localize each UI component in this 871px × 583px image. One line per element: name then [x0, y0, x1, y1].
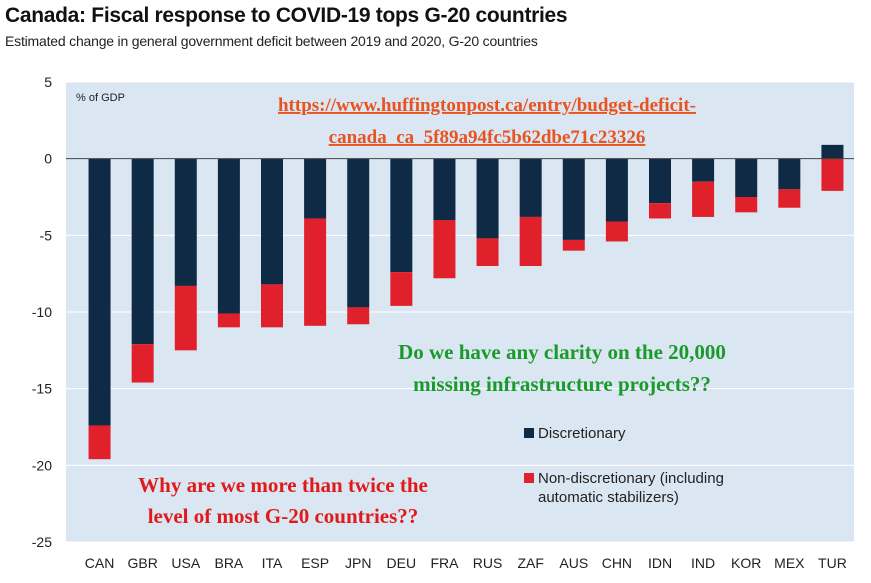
bar-ita-non-discretionary	[261, 284, 283, 328]
bar-aus-non-discretionary	[562, 239, 585, 251]
x-tick-label: FRA	[430, 555, 459, 571]
bar-aus-discretionary	[562, 158, 585, 240]
chart-title: Canada: Fiscal response to COVID-19 tops…	[5, 4, 568, 27]
bar-can-non-discretionary	[88, 425, 111, 460]
y-tick-label: 5	[44, 74, 52, 90]
bar-esp-non-discretionary	[304, 218, 327, 326]
bar-idn-discretionary	[649, 158, 671, 204]
bar-gbr-discretionary	[131, 158, 154, 345]
bar-idn-non-discretionary	[649, 203, 671, 219]
bar-gbr-non-discretionary	[131, 344, 154, 383]
bar-usa-non-discretionary	[174, 285, 197, 351]
x-tick-label: AUS	[559, 555, 588, 571]
x-tick-label: BRA	[214, 555, 243, 571]
bar-ind-discretionary	[692, 158, 715, 182]
bar-usa-discretionary	[174, 158, 197, 286]
bar-rus-non-discretionary	[476, 238, 499, 266]
legend-label-non-discretionary-1: Non-discretionary (including	[538, 470, 724, 487]
x-tick-label: DEU	[387, 555, 417, 571]
y-tick-label: -20	[32, 457, 52, 473]
source-url-line-2[interactable]: canada_ca_5f89a94fc5b62dbe71c23326	[329, 127, 646, 148]
annotation-infrastructure-1: Do we have any clarity on the 20,000	[398, 340, 726, 364]
legend-swatch-discretionary	[524, 428, 534, 438]
x-tick-label: ITA	[262, 555, 283, 571]
bars	[88, 144, 844, 460]
gridlines	[66, 81, 854, 543]
y-tick-label: -15	[32, 381, 52, 397]
bar-fra-discretionary	[433, 158, 456, 220]
bar-deu-discretionary	[390, 158, 413, 273]
bar-zaf-non-discretionary	[519, 216, 542, 266]
x-tick-label: JPN	[345, 555, 371, 571]
bar-chn-discretionary	[605, 158, 628, 222]
bar-tur-discretionary	[821, 144, 844, 159]
x-tick-label: CHN	[602, 555, 632, 571]
x-tick-label: IDN	[648, 555, 672, 571]
y-tick-label: -10	[32, 304, 52, 320]
bar-ind-non-discretionary	[692, 181, 715, 217]
source-url-line-1[interactable]: https://www.huffingtonpost.ca/entry/budg…	[278, 95, 696, 116]
x-tick-label: RUS	[473, 555, 503, 571]
legend: Discretionary Non-discretionary (includi…	[524, 425, 724, 506]
bar-fra-non-discretionary	[433, 220, 456, 279]
bar-can-discretionary	[88, 158, 111, 426]
bar-mex-non-discretionary	[778, 189, 801, 208]
x-tick-label: TUR	[818, 555, 847, 571]
x-tick-label: GBR	[127, 555, 157, 571]
bar-deu-non-discretionary	[390, 272, 413, 306]
x-tick-label: CAN	[85, 555, 115, 571]
unit-label: % of GDP	[76, 92, 125, 104]
bar-mex-discretionary	[778, 158, 801, 190]
bar-bra-non-discretionary	[217, 313, 240, 328]
bar-zaf-discretionary	[519, 158, 542, 217]
x-tick-label: MEX	[774, 555, 805, 571]
x-tick-label: ESP	[301, 555, 329, 571]
x-axis: CAN GBR USA BRA ITA ESP JPN DEU FRA RUS ZAF AUS CHN I…	[85, 555, 847, 571]
annotation-twice-level-1: Why are we more than twice the	[138, 473, 428, 497]
annotation-twice-level-2: level of most G-20 countries??	[148, 504, 419, 528]
x-tick-label: IND	[691, 555, 715, 571]
bar-tur-non-discretionary	[821, 158, 844, 191]
x-tick-label: KOR	[731, 555, 761, 571]
y-axis: 5 0 -5 -10 -15 -20 -25	[32, 74, 52, 550]
x-tick-label: ZAF	[517, 555, 543, 571]
legend-label-non-discretionary-2: automatic stabilizers)	[538, 489, 679, 506]
bar-kor-discretionary	[735, 158, 758, 197]
bar-kor-non-discretionary	[735, 197, 758, 213]
x-tick-label: USA	[171, 555, 200, 571]
bar-bra-discretionary	[217, 158, 240, 314]
legend-label-discretionary: Discretionary	[538, 425, 626, 442]
y-tick-label: -25	[32, 534, 52, 550]
bar-ita-discretionary	[261, 158, 283, 285]
bar-esp-discretionary	[304, 158, 327, 219]
y-tick-label: 0	[44, 151, 52, 167]
bar-rus-discretionary	[476, 158, 499, 239]
y-tick-label: -5	[40, 227, 53, 243]
legend-swatch-non-discretionary	[524, 473, 534, 483]
bar-chn-non-discretionary	[605, 221, 628, 242]
bar-jpn-discretionary	[347, 158, 370, 308]
bar-jpn-non-discretionary	[347, 307, 370, 325]
annotation-infrastructure-2: missing infrastructure projects??	[413, 372, 711, 396]
chart-subtitle: Estimated change in general government d…	[5, 33, 538, 49]
